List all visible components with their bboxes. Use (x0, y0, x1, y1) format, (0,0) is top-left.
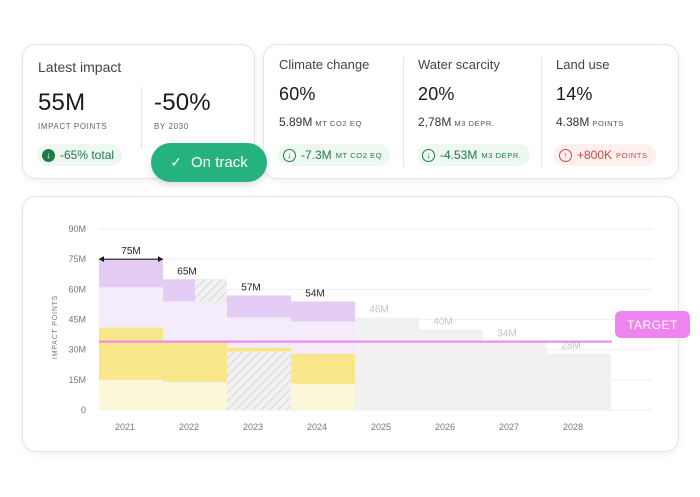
metric-change-value: -4.53M (440, 148, 478, 162)
bar-segment (99, 259, 163, 288)
x-tick-label: 2028 (563, 422, 583, 432)
latest-impact-title: Latest impact (38, 59, 122, 75)
metric-title-water-scarcity: Water scarcity (418, 57, 500, 72)
on-track-status-badge[interactable]: ✓ On track (151, 143, 267, 182)
metric-amount-land-use: 4.38M POINTS (556, 115, 624, 129)
metric-amount-unit: M3 DEPR. (454, 119, 495, 128)
bar-value-label: 40M (433, 317, 452, 328)
metric-change-unit: MT CO2 EQ (335, 150, 383, 160)
value-span-arrow-left (99, 256, 104, 263)
bar-segment (547, 353, 611, 410)
bar-segment (163, 341, 227, 382)
metric-percent-water-scarcity: 20% (418, 84, 455, 104)
latest-impact-card: Latest impact 55M IMPACT POINTS -50% BY … (22, 44, 255, 179)
x-tick-label: 2022 (179, 422, 199, 432)
y-tick-label: 45M (68, 315, 86, 325)
bar-segment (483, 341, 547, 410)
metric-change-value: +800K (577, 148, 613, 162)
value-span-arrow-right (158, 256, 163, 263)
metric-change-unit: M3 DEPR. (481, 150, 522, 160)
bar-segment (99, 327, 163, 380)
metric-amount-unit: POINTS (592, 119, 624, 128)
total-change-text: -65% total (60, 148, 115, 162)
metric-amount-value: 2,78M (418, 115, 452, 129)
divider (541, 57, 542, 167)
bar-value-label: 54M (305, 288, 324, 299)
bar-value-label: 57M (241, 282, 260, 293)
bar-segment (291, 383, 355, 410)
metric-amount-water-scarcity: 2,78M M3 DEPR. (418, 115, 495, 129)
x-tick-label: 2027 (499, 422, 519, 432)
bar-segment (99, 379, 163, 410)
metric-amount-climate-change: 5.89M MT CO2 EQ (279, 115, 362, 129)
metric-change-value: -7.3M (301, 148, 332, 162)
x-tick-label: 2026 (435, 422, 455, 432)
bar-segment (227, 347, 291, 352)
impact-metrics-card: Climate change 60% 5.89M MT CO2 EQ ↓ -7.3… (263, 44, 679, 179)
bar-segment (419, 329, 483, 410)
x-tick-label: 2024 (307, 422, 327, 432)
bar-segment (227, 351, 291, 410)
target-year-caption: BY 2030 (154, 122, 189, 131)
arrow-down-icon: ↓ (42, 148, 55, 162)
metric-change-unit: POINTS (616, 150, 648, 160)
metric-percent-land-use: 14% (556, 84, 593, 104)
impact-points-value: 55M (38, 89, 86, 116)
metric-amount-unit: MT CO2 EQ (315, 119, 362, 128)
bar-segment (355, 317, 419, 410)
bar-value-label: 34M (497, 329, 516, 340)
bar-segment (195, 279, 227, 302)
x-tick-label: 2025 (371, 422, 391, 432)
divider (141, 87, 142, 149)
impact-points-caption: IMPACT POINTS (38, 122, 108, 131)
arrow-down-icon: ↓ (283, 148, 296, 162)
arrow-down-icon: ↓ (422, 148, 435, 162)
check-icon: ✓ (170, 154, 183, 170)
bar-value-label: 28M (561, 341, 580, 352)
y-axis-title: IMPACT POINTS (52, 295, 59, 359)
y-tick-label: 75M (68, 254, 86, 264)
y-tick-label: 60M (68, 284, 86, 294)
bar-segment (227, 295, 291, 318)
x-tick-label: 2023 (243, 422, 263, 432)
x-tick-label: 2021 (115, 422, 135, 432)
y-tick-label: 0 (81, 405, 86, 415)
bar-segment (291, 301, 355, 322)
metric-amount-value: 5.89M (279, 115, 313, 129)
metric-change-badge-climate-change: ↓ -7.3M MT CO2 EQ (278, 144, 391, 166)
bar-segment (163, 301, 227, 342)
y-tick-label: 90M (68, 224, 86, 234)
metric-title-land-use: Land use (556, 57, 610, 72)
target-label: TARGET (615, 311, 690, 338)
bar-value-label: 65M (177, 266, 196, 277)
total-change-badge: ↓ -65% total (37, 144, 123, 166)
metric-percent-climate-change: 60% (279, 84, 316, 104)
target-reduction-value: -50% (154, 89, 211, 116)
divider (403, 57, 404, 167)
bar-value-label: 75M (121, 246, 140, 257)
bar-segment (291, 353, 355, 384)
bar-segment (163, 381, 227, 410)
metric-title-climate-change: Climate change (279, 57, 370, 72)
y-tick-label: 30M (68, 345, 86, 355)
arrow-up-icon: ↑ (559, 148, 572, 162)
bar-segment (227, 317, 291, 348)
bar-segment (99, 287, 163, 328)
metric-change-badge-water-scarcity: ↓ -4.53M M3 DEPR. (417, 144, 530, 166)
metric-amount-value: 4.38M (556, 115, 590, 129)
metric-change-badge-land-use: ↑ +800K POINTS (554, 144, 656, 166)
y-tick-label: 15M (68, 375, 86, 385)
bar-value-label: 46M (369, 304, 388, 315)
on-track-label: On track (191, 154, 248, 171)
bar-segment (291, 321, 355, 354)
